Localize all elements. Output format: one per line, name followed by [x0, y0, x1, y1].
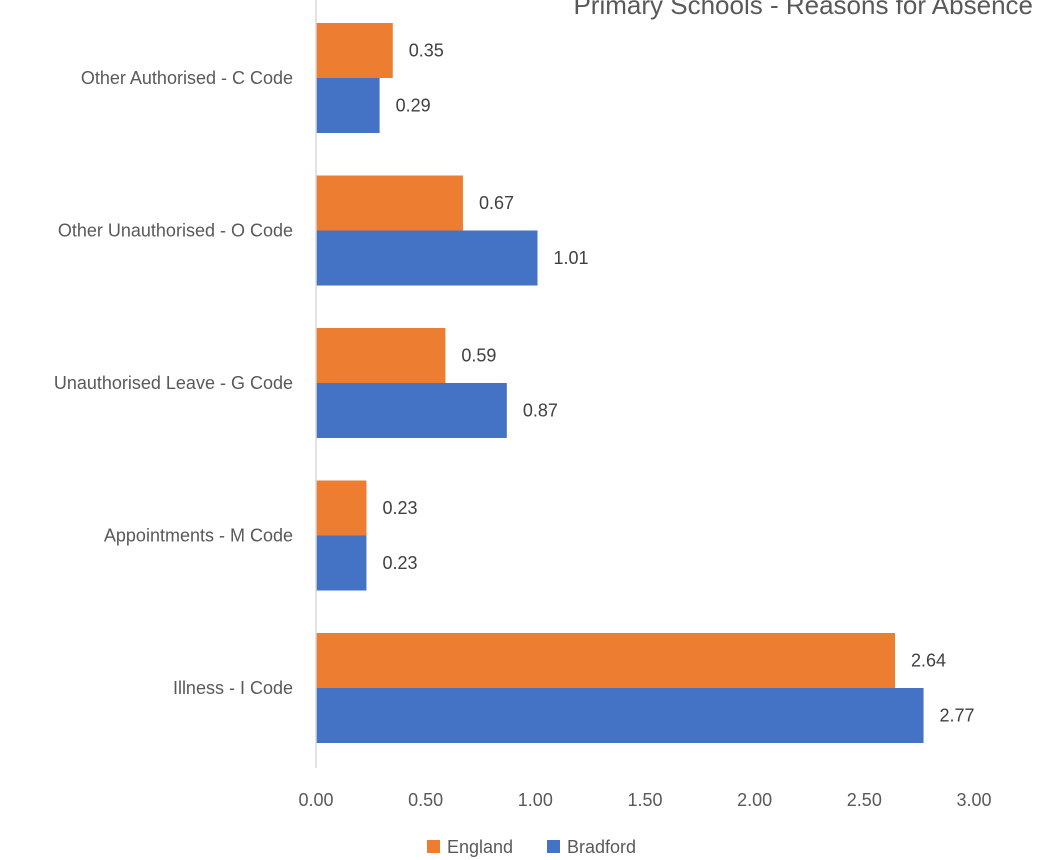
category-labels: Other Authorised - C Code Other Unauthori… [54, 68, 293, 698]
bar-england-3 [316, 480, 367, 536]
legend-swatch-england [427, 840, 440, 853]
x-tick-label: 3.00 [956, 790, 991, 810]
x-tick-label: 1.00 [518, 790, 553, 810]
chart-title: Primary Schools - Reasons for Absence [573, 0, 1033, 20]
legend-label-bradford: Bradford [567, 837, 636, 857]
legend: England Bradford [427, 837, 636, 857]
bar-bradford-4 [316, 688, 924, 743]
data-label: 0.35 [409, 41, 444, 61]
x-tick-label: 1.50 [627, 790, 662, 810]
data-label: 1.01 [554, 248, 589, 268]
x-tick-label: 2.50 [847, 790, 882, 810]
x-tick-label: 2.00 [737, 790, 772, 810]
data-label: 0.59 [461, 346, 496, 366]
category-label: Illness - I Code [173, 678, 293, 698]
bar-bradford-1 [316, 230, 538, 286]
bar-england-4 [316, 633, 896, 688]
x-tick-label: 0.00 [298, 790, 333, 810]
category-label: Unauthorised Leave - G Code [54, 373, 293, 393]
data-label: 0.29 [396, 96, 431, 116]
category-label: Other Unauthorised - O Code [58, 221, 293, 241]
data-labels: 0.35 0.29 0.67 1.01 0.59 0.87 0.23 0.23 2.64 2.77 [382, 41, 974, 726]
bar-bradford-2 [316, 383, 507, 438]
data-label: 0.23 [382, 498, 417, 518]
category-label: Other Authorised - C Code [81, 68, 293, 88]
data-label: 2.77 [940, 706, 975, 726]
category-label: Appointments - M Code [104, 526, 293, 546]
data-label: 0.23 [382, 553, 417, 573]
data-label: 0.67 [479, 193, 514, 213]
bars [316, 23, 924, 743]
bar-england-1 [316, 175, 463, 231]
data-label: 0.87 [523, 401, 558, 421]
bar-bradford-0 [316, 78, 380, 133]
x-axis-tick-labels: 0.00 0.50 1.00 1.50 2.00 2.50 3.00 [298, 790, 991, 810]
legend-swatch-bradford [547, 840, 560, 853]
bar-england-2 [316, 328, 446, 383]
x-tick-label: 0.50 [408, 790, 443, 810]
bar-england-0 [316, 23, 393, 78]
bar-bradford-3 [316, 535, 367, 591]
data-label: 2.64 [911, 651, 946, 671]
legend-label-england: England [447, 837, 513, 857]
